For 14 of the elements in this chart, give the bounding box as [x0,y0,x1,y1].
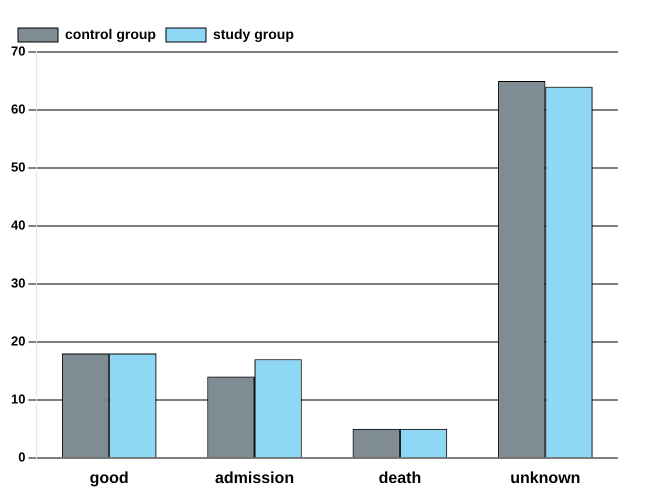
x-tick-label: death [378,470,422,487]
y-tick-label: 10 [10,391,26,406]
y-tick-label: 60 [10,102,26,117]
y-tick-label: 0 [18,449,26,464]
x-tick-label: unknown [510,470,580,487]
y-tick-label: 40 [10,217,26,232]
y-tick-label: 50 [10,160,26,175]
x-tick-label: admission [214,470,294,487]
x-tick-label: good [90,470,129,487]
y-tick-label: 70 [10,44,26,59]
y-tick-label: 30 [10,275,26,290]
y-tick-label: 20 [10,333,26,348]
legend-label: study group [212,26,294,42]
legend-label: control group [65,26,156,42]
